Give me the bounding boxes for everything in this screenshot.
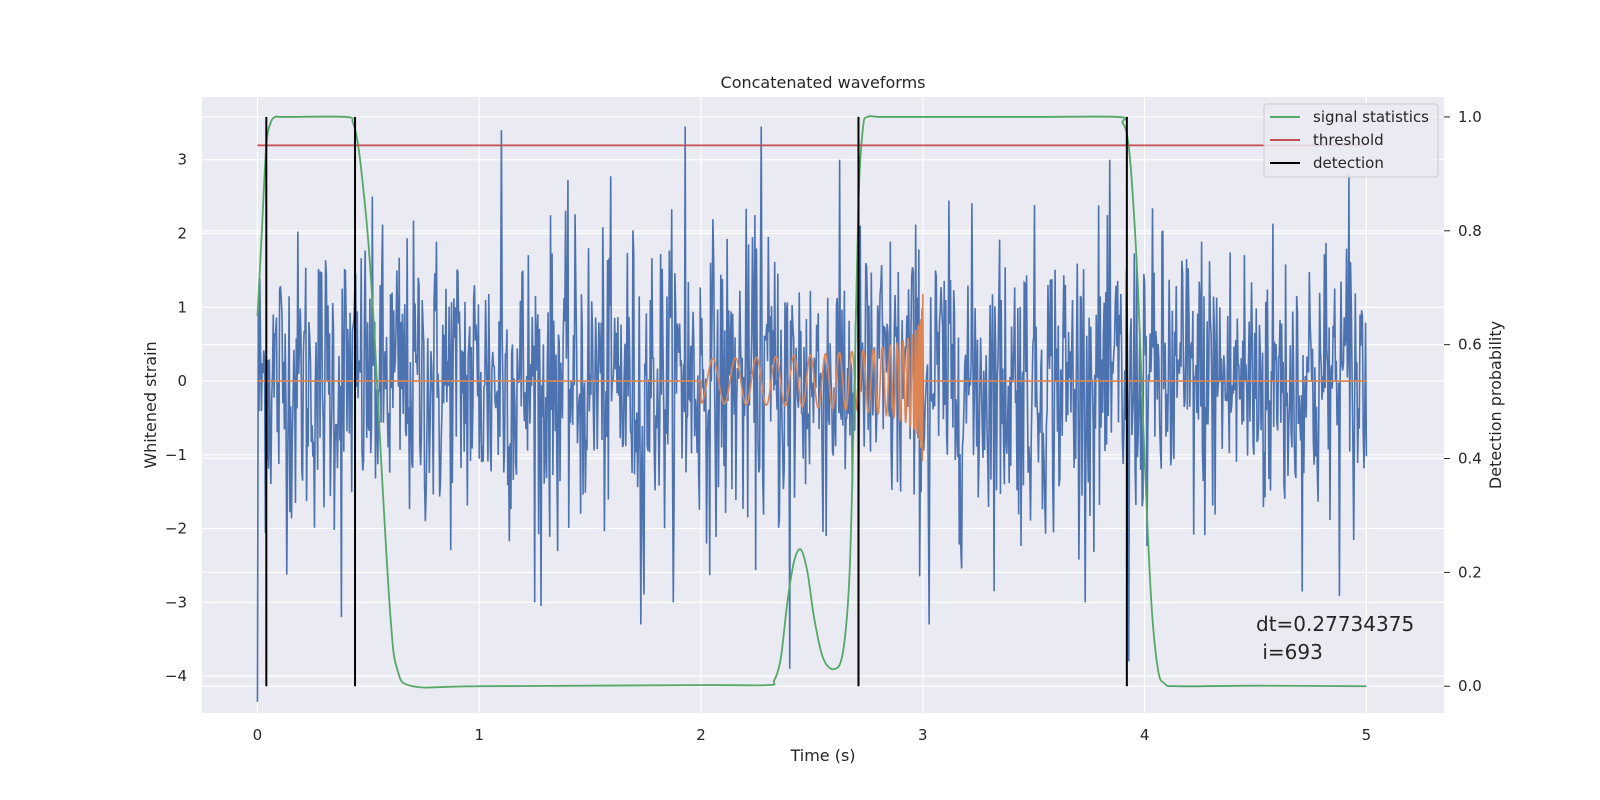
x-tick-label: 0 [253,726,263,744]
y-tick-label: 2 [177,224,187,242]
series-signal-statistics [256,115,1367,689]
y2-tick-label: 0.2 [1458,563,1482,581]
annotation-line-2: i=693 [1256,640,1323,664]
tick-labels: 0 1 2 3 4 5 −4 −3 −2 −1 0 1 2 3 0.0 0.2 0.4 0.6 0.8 1.0 [165,108,1482,744]
legend-box [1263,103,1439,178]
y2-tick-label: 0.6 [1458,336,1482,354]
y2-tick-label: 1.0 [1458,108,1482,126]
annotation: dt=0.27734375 i=693 [1256,612,1414,664]
y-tick-label: 3 [177,151,187,169]
y-tick-label: −3 [165,593,187,611]
chart-title: Concatenated waveforms [721,73,926,92]
x-tick-label: 3 [918,726,928,744]
y-tick-label: 1 [177,298,187,316]
data-layer [256,115,1368,702]
y2-tick-label: 0.4 [1458,450,1482,468]
y2-axis-label: Detection probability [1486,321,1505,489]
x-tick-label: 4 [1140,726,1150,744]
y-tick-label: −2 [165,520,187,538]
legend: signal statistics threshold detection [1263,103,1439,178]
legend-label-threshold: threshold [1313,131,1384,149]
x-tick-label: 1 [474,726,484,744]
x-axis-label: Time (s) [789,746,855,765]
y-tick-label: −4 [165,667,187,685]
series-chirp-waveform [257,293,1367,462]
legend-label-signal-statistics: signal statistics [1313,108,1429,126]
x-tick-label: 5 [1362,726,1372,744]
y-axis-label: Whitened strain [141,341,160,468]
x-tick-label: 2 [696,726,706,744]
y-tick-label: 0 [177,372,187,390]
y-tick-label: −1 [165,446,187,464]
legend-label-detection: detection [1313,154,1384,172]
y2-tick-label: 0.0 [1458,677,1482,695]
annotation-line-1: dt=0.27734375 [1256,612,1414,636]
y2-tick-label: 0.8 [1458,222,1482,240]
